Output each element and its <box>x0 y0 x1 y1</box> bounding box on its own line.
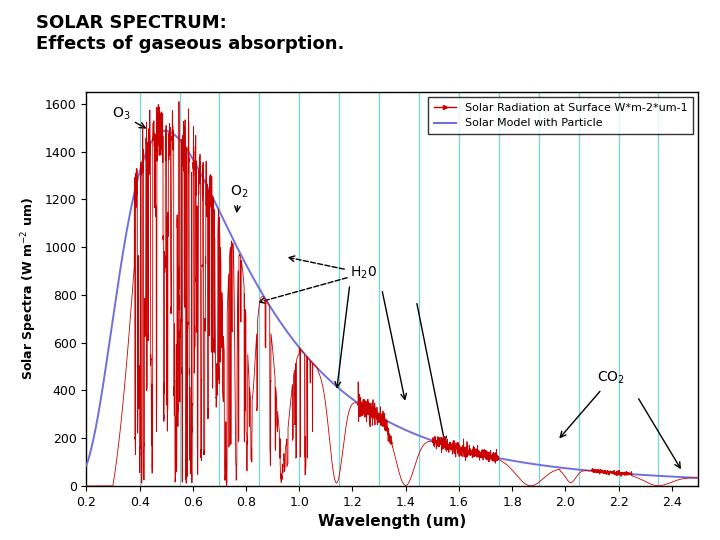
Solar Model with Particle <box>694 475 703 481</box>
Legend: Solar Radiation at Surface W*m-2*um-1, Solar Model with Particle: Solar Radiation at Surface W*m-2*um-1, S… <box>428 97 693 134</box>
Solar Radiation at Surface W*m-2*um-1 <box>194 471 202 478</box>
Solar Radiation at Surface W*m-2*um-1 <box>316 374 325 380</box>
Solar Model with Particle <box>449 444 458 450</box>
Solar Radiation at Surface W*m-2*um-1 <box>175 98 184 105</box>
Line: Solar Model with Particle: Solar Model with Particle <box>86 131 698 478</box>
Solar Model with Particle <box>480 452 489 458</box>
Text: CO$_2$: CO$_2$ <box>560 370 625 437</box>
Text: O$_2$: O$_2$ <box>230 184 248 212</box>
Text: O$_3$: O$_3$ <box>112 106 145 128</box>
X-axis label: Wavelength (um): Wavelength (um) <box>318 514 467 529</box>
Text: H$_2$0: H$_2$0 <box>289 256 377 281</box>
Solar Model with Particle <box>316 368 325 374</box>
Solar Radiation at Surface W*m-2*um-1 <box>694 475 703 481</box>
Solar Radiation at Surface W*m-2*um-1 <box>480 449 489 455</box>
Solar Model with Particle <box>82 462 91 469</box>
Solar Radiation at Surface W*m-2*um-1 <box>585 468 594 474</box>
Text: Effects of gaseous absorption.: Effects of gaseous absorption. <box>36 35 344 53</box>
Solar Model with Particle <box>539 462 547 469</box>
Solar Radiation at Surface W*m-2*um-1 <box>539 475 547 482</box>
Solar Radiation at Surface W*m-2*um-1 <box>449 443 458 449</box>
Solar Radiation at Surface W*m-2*um-1 <box>82 483 91 489</box>
Solar Model with Particle <box>585 468 594 474</box>
Text: SOLAR SPECTRUM:: SOLAR SPECTRUM: <box>36 14 227 31</box>
Solar Model with Particle <box>161 127 170 134</box>
Y-axis label: Solar Spectra (W m$^{-2}$ um): Solar Spectra (W m$^{-2}$ um) <box>19 198 40 380</box>
Line: Solar Radiation at Surface W*m-2*um-1: Solar Radiation at Surface W*m-2*um-1 <box>86 102 698 486</box>
Solar Model with Particle <box>194 165 202 171</box>
